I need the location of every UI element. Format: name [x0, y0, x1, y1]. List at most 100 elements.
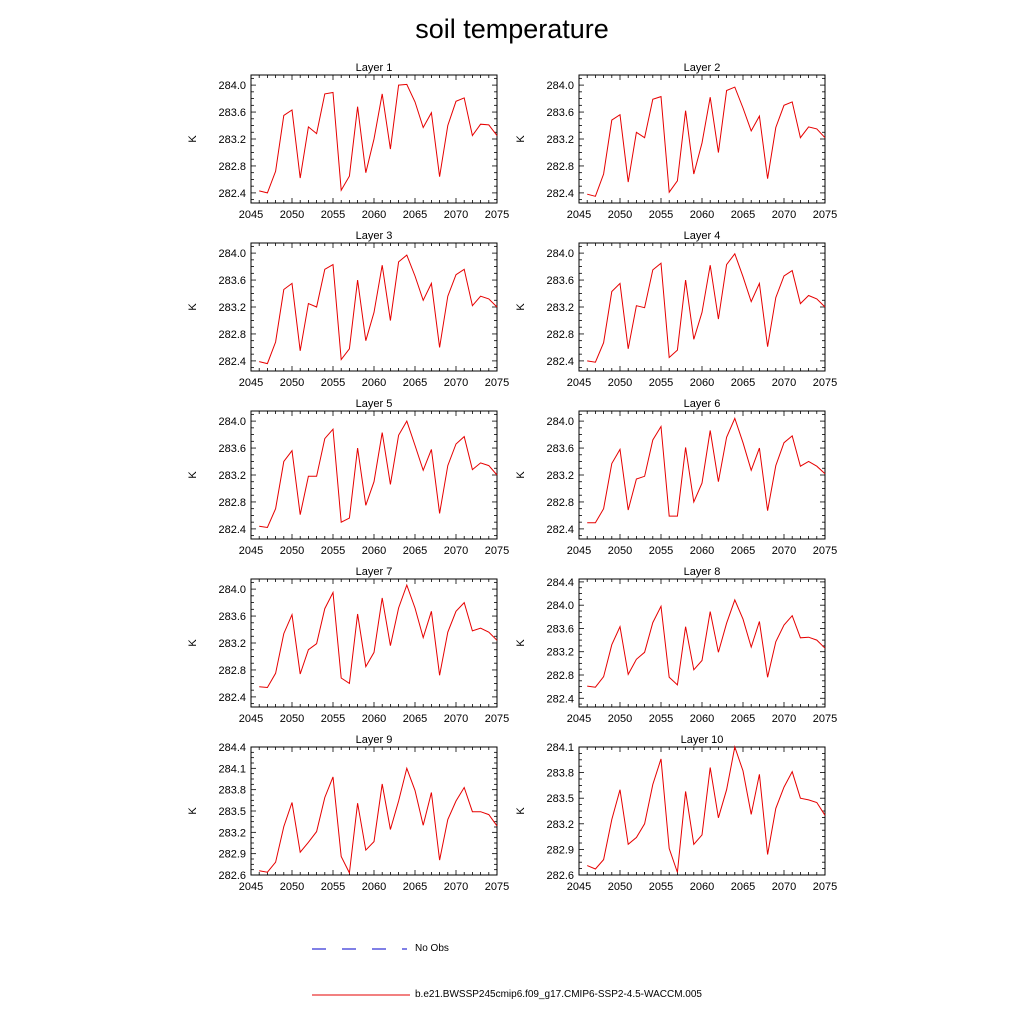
y-tick-label: 282.4: [218, 356, 246, 368]
plot-frame: [578, 242, 826, 372]
x-tick-label: 2055: [321, 545, 345, 557]
plot-frame: [578, 410, 826, 540]
y-tick-label: 283.6: [546, 443, 574, 455]
series-line: [587, 252, 826, 363]
x-tick-label: 2070: [772, 545, 796, 557]
panel-layer-1: Layer 1 K 2045 2050 2055 2060 2065 2070 2075 282.…: [187, 62, 509, 221]
y-axis-label: K: [187, 135, 199, 143]
x-tick-label: 2075: [813, 377, 837, 389]
y-tick-label: 284.4: [546, 577, 574, 589]
y-tick-label: 282.8: [546, 670, 574, 682]
y-tick-label: 283.2: [218, 470, 246, 482]
x-tick-label: 2065: [731, 713, 755, 725]
series-line: [587, 745, 826, 873]
y-tick-label: 282.6: [218, 870, 246, 882]
y-tick-label: 282.4: [546, 524, 574, 536]
panel-title: Layer 4: [684, 230, 721, 242]
series-line: [259, 83, 498, 194]
x-tick-label: 2065: [731, 209, 755, 221]
y-tick-label: 283.2: [546, 134, 574, 146]
x-tick-label: 2050: [608, 881, 632, 893]
panel-title: Layer 6: [684, 398, 721, 410]
x-tick-label: 2050: [608, 377, 632, 389]
y-tick-label: 283.6: [218, 611, 246, 623]
x-tick-label: 2060: [362, 881, 386, 893]
x-tick-label: 2070: [772, 881, 796, 893]
y-axis-label: K: [515, 639, 527, 647]
plot-frame: [250, 410, 498, 540]
x-tick-label: 2055: [649, 209, 673, 221]
x-tick-label: 2070: [772, 209, 796, 221]
plot-frame: [578, 578, 826, 708]
x-tick-label: 2045: [239, 545, 263, 557]
y-tick-label: 282.8: [218, 497, 246, 509]
x-tick-label: 2050: [608, 545, 632, 557]
y-tick-label: 282.8: [218, 665, 246, 677]
x-tick-label: 2075: [813, 881, 837, 893]
panel-title: Layer 9: [356, 734, 393, 746]
y-tick-label: 283.2: [218, 638, 246, 650]
x-tick-label: 2055: [649, 377, 673, 389]
y-axis-label: K: [187, 303, 199, 311]
x-tick-label: 2050: [608, 209, 632, 221]
x-tick-label: 2065: [403, 545, 427, 557]
series-line: [587, 417, 826, 524]
panel-layer-3: Layer 3 K 2045 2050 2055 2060 2065 2070 2075 282.…: [187, 230, 509, 389]
y-tick-label: 282.8: [218, 329, 246, 341]
x-tick-label: 2075: [813, 209, 837, 221]
y-tick-label: 283.6: [546, 275, 574, 287]
y-tick-label: 283.6: [546, 623, 574, 635]
y-tick-label: 284.0: [546, 80, 574, 92]
x-tick-label: 2050: [280, 713, 304, 725]
y-tick-label: 284.1: [218, 763, 246, 775]
plot-frame: [250, 578, 498, 708]
x-tick-label: 2060: [362, 545, 386, 557]
x-tick-label: 2065: [403, 713, 427, 725]
x-tick-label: 2075: [485, 713, 509, 725]
x-tick-label: 2065: [403, 209, 427, 221]
x-tick-label: 2045: [239, 713, 263, 725]
series-line: [259, 254, 498, 365]
y-tick-label: 282.4: [218, 188, 246, 200]
y-tick-label: 284.0: [546, 600, 574, 612]
x-tick-label: 2045: [567, 377, 591, 389]
panel-title: Layer 7: [356, 566, 393, 578]
panel-title: Layer 3: [356, 230, 393, 242]
x-tick-label: 2060: [690, 209, 714, 221]
series-line: [259, 583, 498, 689]
plot-frame: [250, 242, 498, 372]
y-tick-label: 283.6: [218, 107, 246, 119]
y-axis-label: K: [515, 471, 527, 479]
y-tick-label: 283.2: [218, 134, 246, 146]
panel-layer-2: Layer 2 K 2045 2050 2055 2060 2065 2070 2075 282.…: [515, 62, 837, 221]
panel-layer-9: Layer 9 K 2045 2050 2055 2060 2065 2070 2075 282.…: [187, 734, 509, 893]
x-tick-label: 2070: [444, 545, 468, 557]
y-tick-label: 283.5: [218, 806, 246, 818]
panel-layer-8: Layer 8 K 2045 2050 2055 2060 2065 2070 2075 282.…: [515, 566, 837, 725]
x-tick-label: 2050: [280, 209, 304, 221]
x-tick-label: 2050: [280, 881, 304, 893]
y-tick-label: 282.9: [218, 849, 246, 861]
x-tick-label: 2050: [608, 713, 632, 725]
panel-layer-7: Layer 7 K 2045 2050 2055 2060 2065 2070 2075 282.…: [187, 566, 509, 725]
x-tick-label: 2065: [731, 881, 755, 893]
y-tick-label: 282.9: [546, 844, 574, 856]
x-tick-label: 2075: [813, 713, 837, 725]
x-tick-label: 2060: [362, 209, 386, 221]
x-tick-label: 2065: [403, 881, 427, 893]
x-tick-label: 2055: [321, 377, 345, 389]
y-tick-label: 283.2: [218, 302, 246, 314]
x-tick-label: 2060: [690, 377, 714, 389]
y-axis-label: K: [515, 135, 527, 143]
x-tick-label: 2075: [485, 545, 509, 557]
y-tick-label: 282.4: [546, 356, 574, 368]
y-axis-label: K: [187, 807, 199, 815]
x-tick-label: 2075: [813, 545, 837, 557]
y-tick-label: 284.1: [546, 742, 574, 754]
series-line: [587, 86, 826, 197]
x-tick-label: 2070: [772, 377, 796, 389]
x-tick-label: 2060: [690, 545, 714, 557]
x-tick-label: 2070: [772, 713, 796, 725]
y-axis-label: K: [515, 303, 527, 311]
